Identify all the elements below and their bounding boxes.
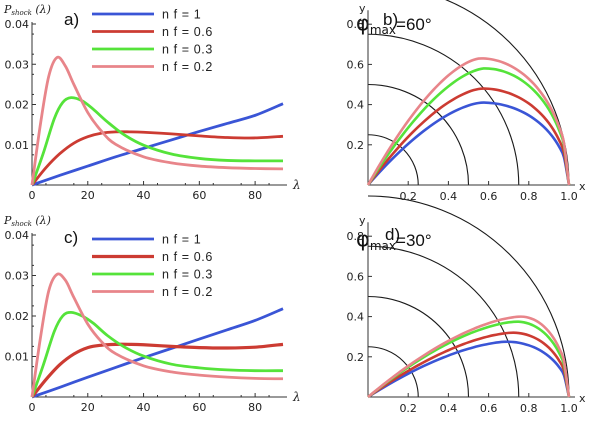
series-line-3 [30,96,284,186]
y-tick-label: 0.6 [347,58,365,71]
trajectory-line-1 [367,340,571,399]
x-tick-label: 80 [248,401,262,414]
series-line-1 [31,102,284,187]
y-axis-label-sub: shock [11,9,31,17]
x-axis-label: x [579,392,586,405]
trajectory-line-3 [367,320,571,399]
legend-label: n f = 0.6 [162,25,213,39]
trajectory-line-4 [366,57,571,186]
series-line-2 [30,130,284,186]
x-tick-label: 60 [192,189,206,202]
phi-max-sub: max [370,239,396,253]
trajectory-line-1 [367,101,571,186]
legend-label: n f = 0.2 [162,60,213,74]
series-line-1 [31,307,284,399]
y-tick-label: 0.04 [5,18,30,31]
y-tick-label: 0.8 [347,230,365,243]
x-tick-label: 60 [192,401,206,414]
x-tick-label: 40 [137,401,151,414]
y-axis-label-arg: (λ) [32,3,51,16]
y-tick-label: 0.02 [5,310,30,323]
series-line-4 [30,55,284,186]
y-axis-label-arg: (λ) [32,214,51,227]
series-line-3 [30,310,284,398]
y-tick-label: 0.4 [347,99,365,112]
radius-arc-2 [367,295,470,398]
x-tick-label: 0.6 [480,190,498,203]
legend-label: n f = 0.3 [162,268,213,282]
x-tick-label: 0.2 [399,402,417,415]
y-tick-label: 0.03 [5,58,30,71]
chart-panel-b: 0.2 0.4 0.6 0.8 0.2 0.4 0.6 0.8 1.0 y x b) [347,0,586,203]
series-line-4 [30,272,284,398]
x-tick-label: 0 [29,189,36,202]
y-tick-label: 0.2 [347,351,365,364]
trajectory-line-4 [367,315,571,398]
x-tick-label: 0.4 [440,190,458,203]
y-axis-label: y [359,2,366,15]
y-axis-label-sub: shock [11,220,31,228]
x-axis-label: λ [292,390,301,404]
radius-arc-3 [367,245,520,398]
x-tick-label: 20 [81,189,95,202]
radius-arc-4 [367,195,570,398]
legend-label: n f = 1 [162,233,201,247]
trajectory-line-2 [366,87,571,186]
legend-label: n f = 0.6 [162,250,213,264]
trajectory-line-3 [366,67,571,186]
x-tick-label: 1.0 [560,402,578,415]
y-tick-label: 0.01 [5,351,30,364]
panel-label: b) [383,10,398,29]
series-line-2 [30,342,284,398]
y-tick-label: 0.6 [347,270,365,283]
x-axis-label: x [579,180,586,193]
phi-max-value: =30° [396,231,432,250]
radius-arc-2 [367,83,470,186]
radius-arc-1 [367,346,419,398]
y-tick-label: 0.01 [5,139,30,152]
y-axis-label: Pshock (λ) [3,214,51,228]
x-tick-label: 0 [29,401,36,414]
chart-panel-d: 0.2 0.4 0.6 0.8 0.2 0.4 0.6 0.8 1.0 y x d) [347,195,586,415]
radius-arc-3 [367,33,520,186]
x-tick-label: 40 [137,189,151,202]
y-tick-label: 0.8 [347,18,365,31]
x-axis-label: λ [292,178,301,192]
x-tick-label: 80 [248,189,262,202]
x-tick-label: 0.2 [399,190,417,203]
panel-label: d) [385,225,400,244]
x-tick-label: 1.0 [560,190,578,203]
panel-label: c) [64,228,78,247]
x-tick-label: 0.4 [440,402,458,415]
y-tick-label: 0.02 [5,99,30,112]
phi-max-sub: max [370,23,396,37]
y-tick-label: 0.03 [5,270,30,283]
x-tick-label: 0.6 [480,402,498,415]
legend-label: n f = 1 [162,8,201,22]
x-tick-label: 0.8 [520,402,538,415]
legend-label: n f = 0.2 [162,285,213,299]
y-axis-label: Pshock (λ) [3,3,51,17]
x-tick-label: 0.8 [520,190,538,203]
x-tick-label: 20 [81,401,95,414]
legend-label: n f = 0.3 [162,43,213,57]
panel-label: a) [64,10,79,29]
y-tick-label: 0.2 [347,139,365,152]
y-tick-label: 0.04 [5,229,30,242]
y-axis-label: y [359,214,366,227]
trajectory-line-2 [367,331,571,399]
y-tick-label: 0.4 [347,311,365,324]
phi-max-value: =60° [396,15,432,34]
